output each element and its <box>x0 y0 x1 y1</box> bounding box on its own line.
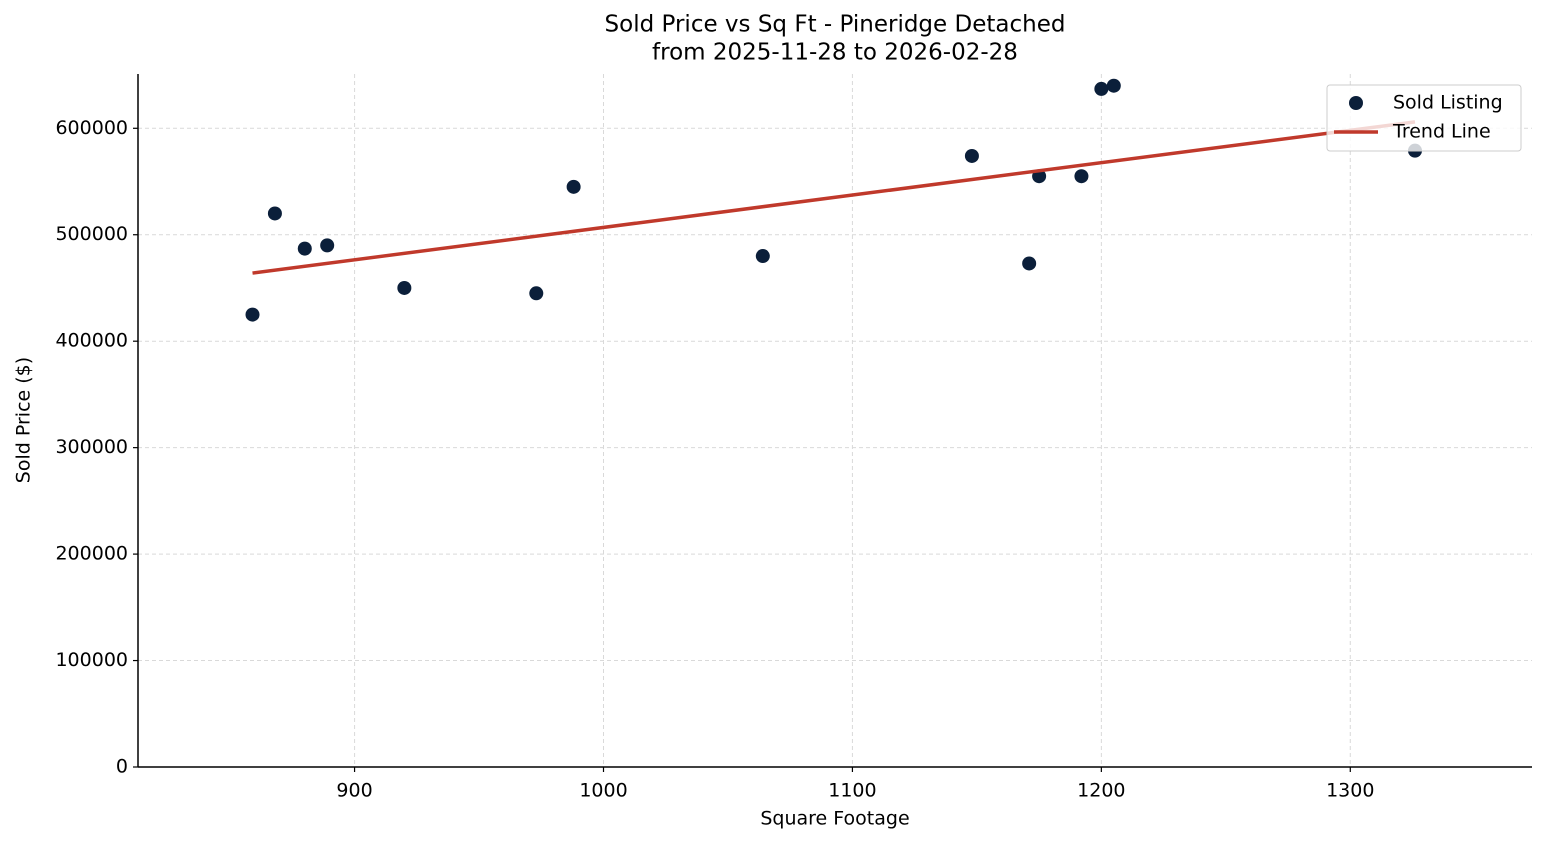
x-tick-label: 900 <box>336 780 372 802</box>
point <box>320 238 335 253</box>
legend: Sold Listing Trend Line <box>1326 84 1522 152</box>
point <box>1022 256 1037 271</box>
x-tick-label: 1300 <box>1326 780 1374 802</box>
legend-marker <box>1349 96 1363 110</box>
x-tick-label: 1000 <box>579 780 627 802</box>
y-tick-label: 200000 <box>55 543 128 565</box>
chart-title: Sold Price vs Sq Ft - Pineridge Detached <box>605 12 1066 38</box>
point <box>529 286 544 301</box>
point <box>755 249 770 264</box>
point <box>297 241 312 256</box>
legend-label: Sold Listing <box>1393 92 1503 114</box>
point <box>1106 78 1121 93</box>
point <box>566 179 581 194</box>
y-tick-label: 400000 <box>55 330 128 352</box>
x-axis-label: Square Footage <box>760 808 909 830</box>
chart-subtitle: from 2025-11-28 to 2026-02-28 <box>652 40 1018 66</box>
x-tick-label: 1100 <box>828 780 876 802</box>
y-tick-label: 600000 <box>55 117 128 139</box>
y-axis-label: Sold Price ($) <box>13 357 35 483</box>
legend-box <box>1326 84 1522 152</box>
y-tick-label: 100000 <box>55 649 128 671</box>
y-tick-label: 300000 <box>55 436 128 458</box>
point <box>1094 81 1109 96</box>
point <box>245 307 260 322</box>
y-tick-label: 500000 <box>55 223 128 245</box>
point <box>1074 169 1089 184</box>
point <box>964 148 979 163</box>
y-tick-label: 0 <box>116 756 128 778</box>
trend-line <box>252 120 1416 275</box>
x-tick-label: 1200 <box>1077 780 1125 802</box>
legend-label: Trend Line <box>1392 121 1491 143</box>
point <box>397 280 412 295</box>
point <box>267 206 282 221</box>
